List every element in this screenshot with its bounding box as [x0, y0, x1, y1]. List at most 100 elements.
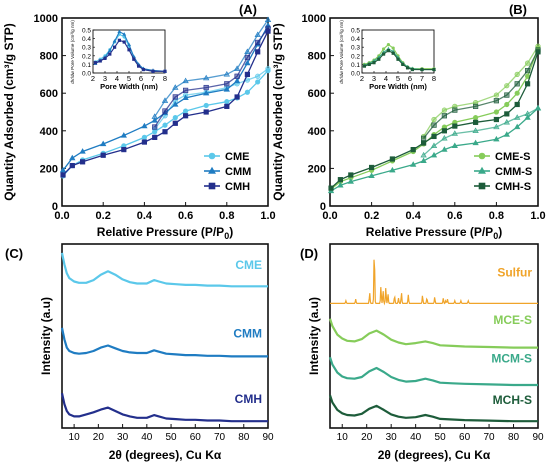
- c-xtick-label: 40: [141, 432, 153, 443]
- b-inset-xtick-label: 8: [432, 74, 436, 83]
- b-inset-cmh-s-point: [396, 57, 400, 61]
- a-cmm-desorption-point: [172, 84, 179, 90]
- panel-a-inset-series: [93, 29, 168, 73]
- b-cmh-s-desorption-point: [493, 98, 500, 104]
- a-cmh-desorption-line: [154, 27, 269, 128]
- a-cmm-desorption-point: [254, 31, 261, 38]
- panel-c-ylabel: Intensity (a.u): [39, 297, 53, 375]
- b-inset-cmh-s-point: [432, 67, 436, 72]
- b-inset-cmh-s-point: [372, 61, 376, 65]
- d-mch-s-trace: [328, 394, 538, 423]
- b-cmh-s-adsorption-point: [410, 147, 416, 153]
- a-inset-cmm-point: [112, 39, 117, 43]
- panel-d-xlabel: 2θ (degrees), Cu Kα: [378, 448, 491, 462]
- a-xtick-label: 0.0: [54, 210, 69, 222]
- panel-a-ylabel: Quantity Adsorbed (cm³/g STP): [2, 23, 16, 201]
- a-cmh-adsorption-point: [141, 139, 148, 145]
- panel-d-ylabel: Intensity (a.u): [307, 297, 321, 375]
- a-cmm-desorption-point: [223, 71, 230, 77]
- b-inset-xtick-label: 4: [384, 74, 388, 83]
- a-cmh-adsorption-point: [234, 94, 240, 100]
- a-cme-adsorption-point: [224, 99, 230, 105]
- a-inset-ytick-label: 0.5: [82, 28, 91, 35]
- b-inset-cmh-s-point: [377, 57, 381, 61]
- panel-c-series-labels: CME CMM CMH: [233, 258, 262, 406]
- b-cmh-s-desorption-point: [504, 92, 510, 98]
- a-xtick-label: 0.8: [219, 210, 234, 222]
- a-cmh-adsorption-point: [255, 49, 261, 55]
- panel-d-series: [328, 259, 538, 423]
- panel-b-inset-ticks: 2 3 4 5 6 7 8 0.0 0.1 0.20.3 0.40.5: [351, 28, 436, 84]
- b-inset-ytick-label: 0.1: [351, 62, 360, 69]
- b-cmm-s-desorption-point: [430, 142, 438, 148]
- b-inset-ytick-label: 0.4: [351, 36, 360, 43]
- panel-c-label: (C): [5, 246, 23, 261]
- b-cmm-s-desorption-line: [423, 107, 539, 156]
- b-cmh-s-desorption-point: [452, 107, 458, 113]
- b-inset-xtick-label: 6: [408, 74, 412, 83]
- b-legend-marker: [478, 166, 486, 174]
- a-cmm-desorption-point: [244, 48, 251, 54]
- panel-a-inset: 2 3 4 5 6 7 8 0.0 0.1 0.20.3 0.40.5 Pore Width (nm…: [70, 20, 167, 91]
- b-cmh-s-adsorption-point: [441, 128, 448, 134]
- b-inset-cme-s-point: [386, 43, 391, 47]
- a-cme-adsorption-point: [203, 102, 209, 109]
- panel-b-inset-ylabel: dV/dw Pore Volume (cm³/g nm): [339, 20, 344, 84]
- panel-d-series-labels: Sulfur MCE-S MCM-S MCH-S: [491, 265, 532, 407]
- b-inset-cmh-s-point: [362, 64, 367, 68]
- panel-d-frame: [329, 243, 539, 429]
- a-cme-adsorption-point: [183, 108, 189, 114]
- b-cme-s-desorption-point: [504, 83, 510, 89]
- panel-b-inset-frame: [361, 29, 435, 74]
- a-inset-cmh-point: [122, 40, 126, 44]
- a-cmh-adsorption-point: [172, 120, 178, 126]
- b-inset-cmh-s-point: [420, 67, 424, 72]
- panel-c-series: [60, 252, 268, 423]
- a-cmh-adsorption-point: [152, 134, 158, 140]
- b-inset-cmh-s-point: [401, 62, 405, 66]
- c-series-label-cmh: CMH: [235, 392, 262, 406]
- a-inset-cmh-point: [93, 61, 97, 65]
- c-xtick-label: 80: [238, 432, 250, 443]
- b-legend-marker: [478, 152, 486, 160]
- a-inset-ytick-label: 0.4: [82, 36, 91, 43]
- b-xtick-label: 1.0: [530, 210, 545, 222]
- a-cmm-adsorption-point: [120, 132, 127, 138]
- b-cmh-s-adsorption-point: [514, 101, 520, 108]
- a-inset-ytick-label: 0.0: [82, 71, 91, 78]
- a-cmh-adsorption-point: [224, 103, 230, 109]
- b-cmm-s-desorption-point: [503, 118, 510, 125]
- d-xtick-label: 70: [483, 432, 495, 443]
- d-xtick-label: 80: [508, 432, 520, 443]
- b-cmh-s-adsorption-point: [452, 123, 458, 129]
- a-inset-ytick-label: 0.3: [82, 45, 91, 52]
- d-xtick-label: 20: [361, 432, 373, 443]
- panel-a-label: (A): [239, 2, 257, 17]
- d-xtick-label: 30: [386, 432, 398, 443]
- b-legend-marker: [478, 182, 486, 190]
- a-legend-marker: [208, 152, 216, 160]
- panel-d-ticks: 10 20 30 40 50 60 70 80 90: [337, 424, 544, 443]
- a-cmh-desorption-point: [152, 124, 158, 130]
- a-cmh-desorption-point: [244, 54, 251, 61]
- a-inset-cmm-point: [122, 32, 127, 36]
- a-legend-label: CMH: [225, 181, 250, 193]
- panel-a-xlabel: Relative Pressure (P/P0): [97, 225, 233, 241]
- a-cmm-adsorption-line: [62, 25, 269, 171]
- a-cmm-desorption-point: [161, 97, 169, 103]
- a-inset-xtick-label: 5: [127, 74, 131, 83]
- a-cmh-desorption-point: [203, 84, 209, 91]
- c-series-label-cme: CME: [235, 258, 262, 272]
- a-xtick-label: 0.6: [178, 210, 193, 222]
- b-cmh-s-adsorption-point: [348, 172, 354, 178]
- b-ytick-label: 200: [308, 163, 326, 175]
- a-inset-cmh-point: [163, 69, 167, 73]
- c-xtick-label: 90: [262, 432, 274, 443]
- b-cmh-s-desorption-point: [441, 113, 448, 119]
- b-cmm-s-desorption-point: [441, 134, 448, 141]
- b-cmm-s-desorption-point: [451, 130, 458, 136]
- b-cme-s-desorption-point: [493, 92, 500, 98]
- b-inset-xtick-label: 7: [420, 74, 424, 83]
